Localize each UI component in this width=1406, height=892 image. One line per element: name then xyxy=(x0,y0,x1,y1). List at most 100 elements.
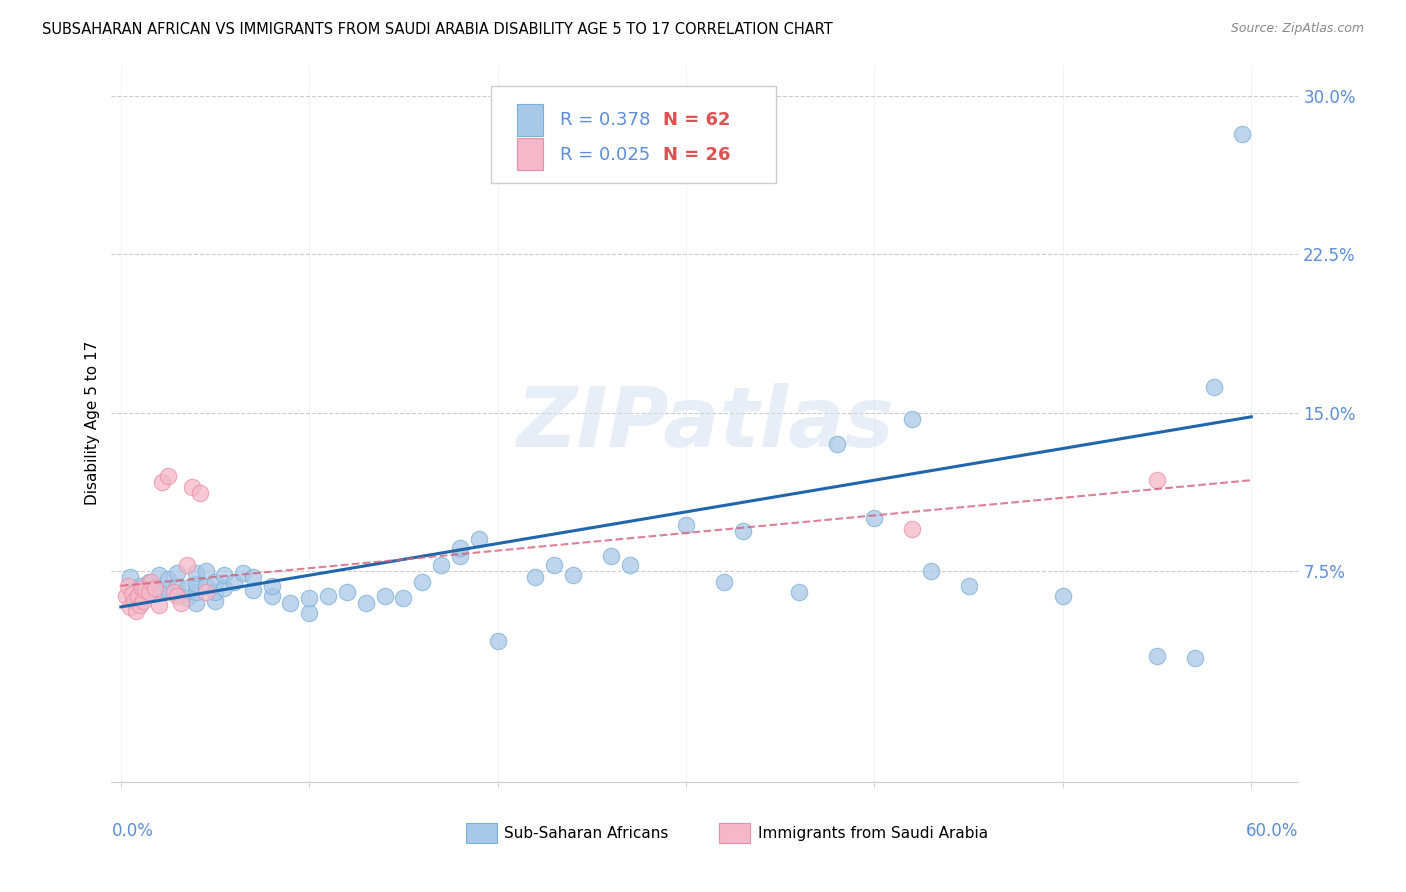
Point xyxy=(122,593,145,607)
Point xyxy=(166,587,188,601)
Point xyxy=(176,581,198,595)
FancyBboxPatch shape xyxy=(491,86,776,183)
Point xyxy=(125,604,148,618)
Point xyxy=(731,524,754,538)
Point xyxy=(186,576,208,591)
Point xyxy=(336,585,359,599)
Point xyxy=(188,486,211,500)
Point xyxy=(1146,648,1168,663)
Point xyxy=(156,582,179,597)
Point xyxy=(468,533,491,547)
Point xyxy=(143,581,166,595)
Point xyxy=(194,585,217,599)
Point xyxy=(134,582,156,597)
Point xyxy=(128,598,150,612)
FancyBboxPatch shape xyxy=(517,138,544,170)
Point xyxy=(127,590,149,604)
Point xyxy=(166,566,188,581)
Point xyxy=(194,579,217,593)
Point xyxy=(186,596,208,610)
Point xyxy=(562,568,585,582)
Text: ZIPatlas: ZIPatlas xyxy=(516,383,894,464)
Point xyxy=(298,591,321,606)
Text: Source: ZipAtlas.com: Source: ZipAtlas.com xyxy=(1230,22,1364,36)
Point xyxy=(121,587,143,601)
Point xyxy=(825,437,848,451)
Point xyxy=(1202,380,1225,394)
Point xyxy=(186,585,208,599)
Point xyxy=(222,574,245,589)
Point xyxy=(194,564,217,578)
Point xyxy=(166,590,188,604)
Point xyxy=(156,469,179,483)
Point xyxy=(430,558,453,572)
Point xyxy=(298,607,321,621)
Point xyxy=(204,574,226,589)
Point xyxy=(232,566,254,581)
Y-axis label: Disability Age 5 to 17: Disability Age 5 to 17 xyxy=(86,341,100,505)
Point xyxy=(120,599,142,614)
Point xyxy=(260,590,283,604)
Text: SUBSAHARAN AFRICAN VS IMMIGRANTS FROM SAUDI ARABIA DISABILITY AGE 5 TO 17 CORREL: SUBSAHARAN AFRICAN VS IMMIGRANTS FROM SA… xyxy=(42,22,832,37)
Point xyxy=(148,568,170,582)
Point xyxy=(449,549,471,564)
Point xyxy=(1230,127,1253,141)
Point xyxy=(316,590,339,604)
Point xyxy=(411,574,433,589)
Point xyxy=(176,591,198,606)
Point xyxy=(260,579,283,593)
Text: R = 0.378: R = 0.378 xyxy=(560,112,651,129)
Point xyxy=(115,590,138,604)
Point xyxy=(176,558,198,572)
Point xyxy=(787,585,810,599)
Point xyxy=(675,517,697,532)
Point xyxy=(166,579,188,593)
Point xyxy=(170,596,193,610)
Point xyxy=(374,590,396,604)
Point xyxy=(392,591,415,606)
Point xyxy=(354,596,377,610)
Point xyxy=(139,574,162,589)
Point xyxy=(524,570,547,584)
Point xyxy=(214,568,236,582)
Point xyxy=(280,596,302,610)
Point xyxy=(901,412,924,426)
Point xyxy=(1184,650,1206,665)
Point xyxy=(1146,473,1168,487)
Point xyxy=(120,570,142,584)
Point xyxy=(204,593,226,607)
Point xyxy=(186,566,208,581)
Point xyxy=(599,549,621,564)
Point xyxy=(128,579,150,593)
Point xyxy=(920,564,942,578)
Point xyxy=(214,581,236,595)
Point xyxy=(204,585,226,599)
Point xyxy=(117,579,139,593)
Point xyxy=(486,633,509,648)
Point xyxy=(957,579,980,593)
Point xyxy=(242,570,264,584)
Point xyxy=(543,558,565,572)
Text: 60.0%: 60.0% xyxy=(1246,822,1298,840)
Point xyxy=(713,574,735,589)
Point xyxy=(138,585,160,599)
Point xyxy=(132,593,155,607)
Point xyxy=(148,598,170,612)
Point xyxy=(1052,590,1074,604)
Point xyxy=(162,585,184,599)
Point xyxy=(138,574,160,589)
Point xyxy=(148,585,170,599)
Text: 0.0%: 0.0% xyxy=(111,822,153,840)
Point xyxy=(242,582,264,597)
Text: Immigrants from Saudi Arabia: Immigrants from Saudi Arabia xyxy=(758,826,988,840)
Text: N = 26: N = 26 xyxy=(664,145,731,163)
Point xyxy=(619,558,641,572)
Text: R = 0.025: R = 0.025 xyxy=(560,145,651,163)
Point xyxy=(131,581,153,595)
Text: N = 62: N = 62 xyxy=(664,112,731,129)
Point xyxy=(156,573,179,587)
Text: Sub-Saharan Africans: Sub-Saharan Africans xyxy=(503,826,668,840)
Point xyxy=(449,541,471,555)
Point xyxy=(150,475,173,490)
FancyBboxPatch shape xyxy=(517,103,544,136)
